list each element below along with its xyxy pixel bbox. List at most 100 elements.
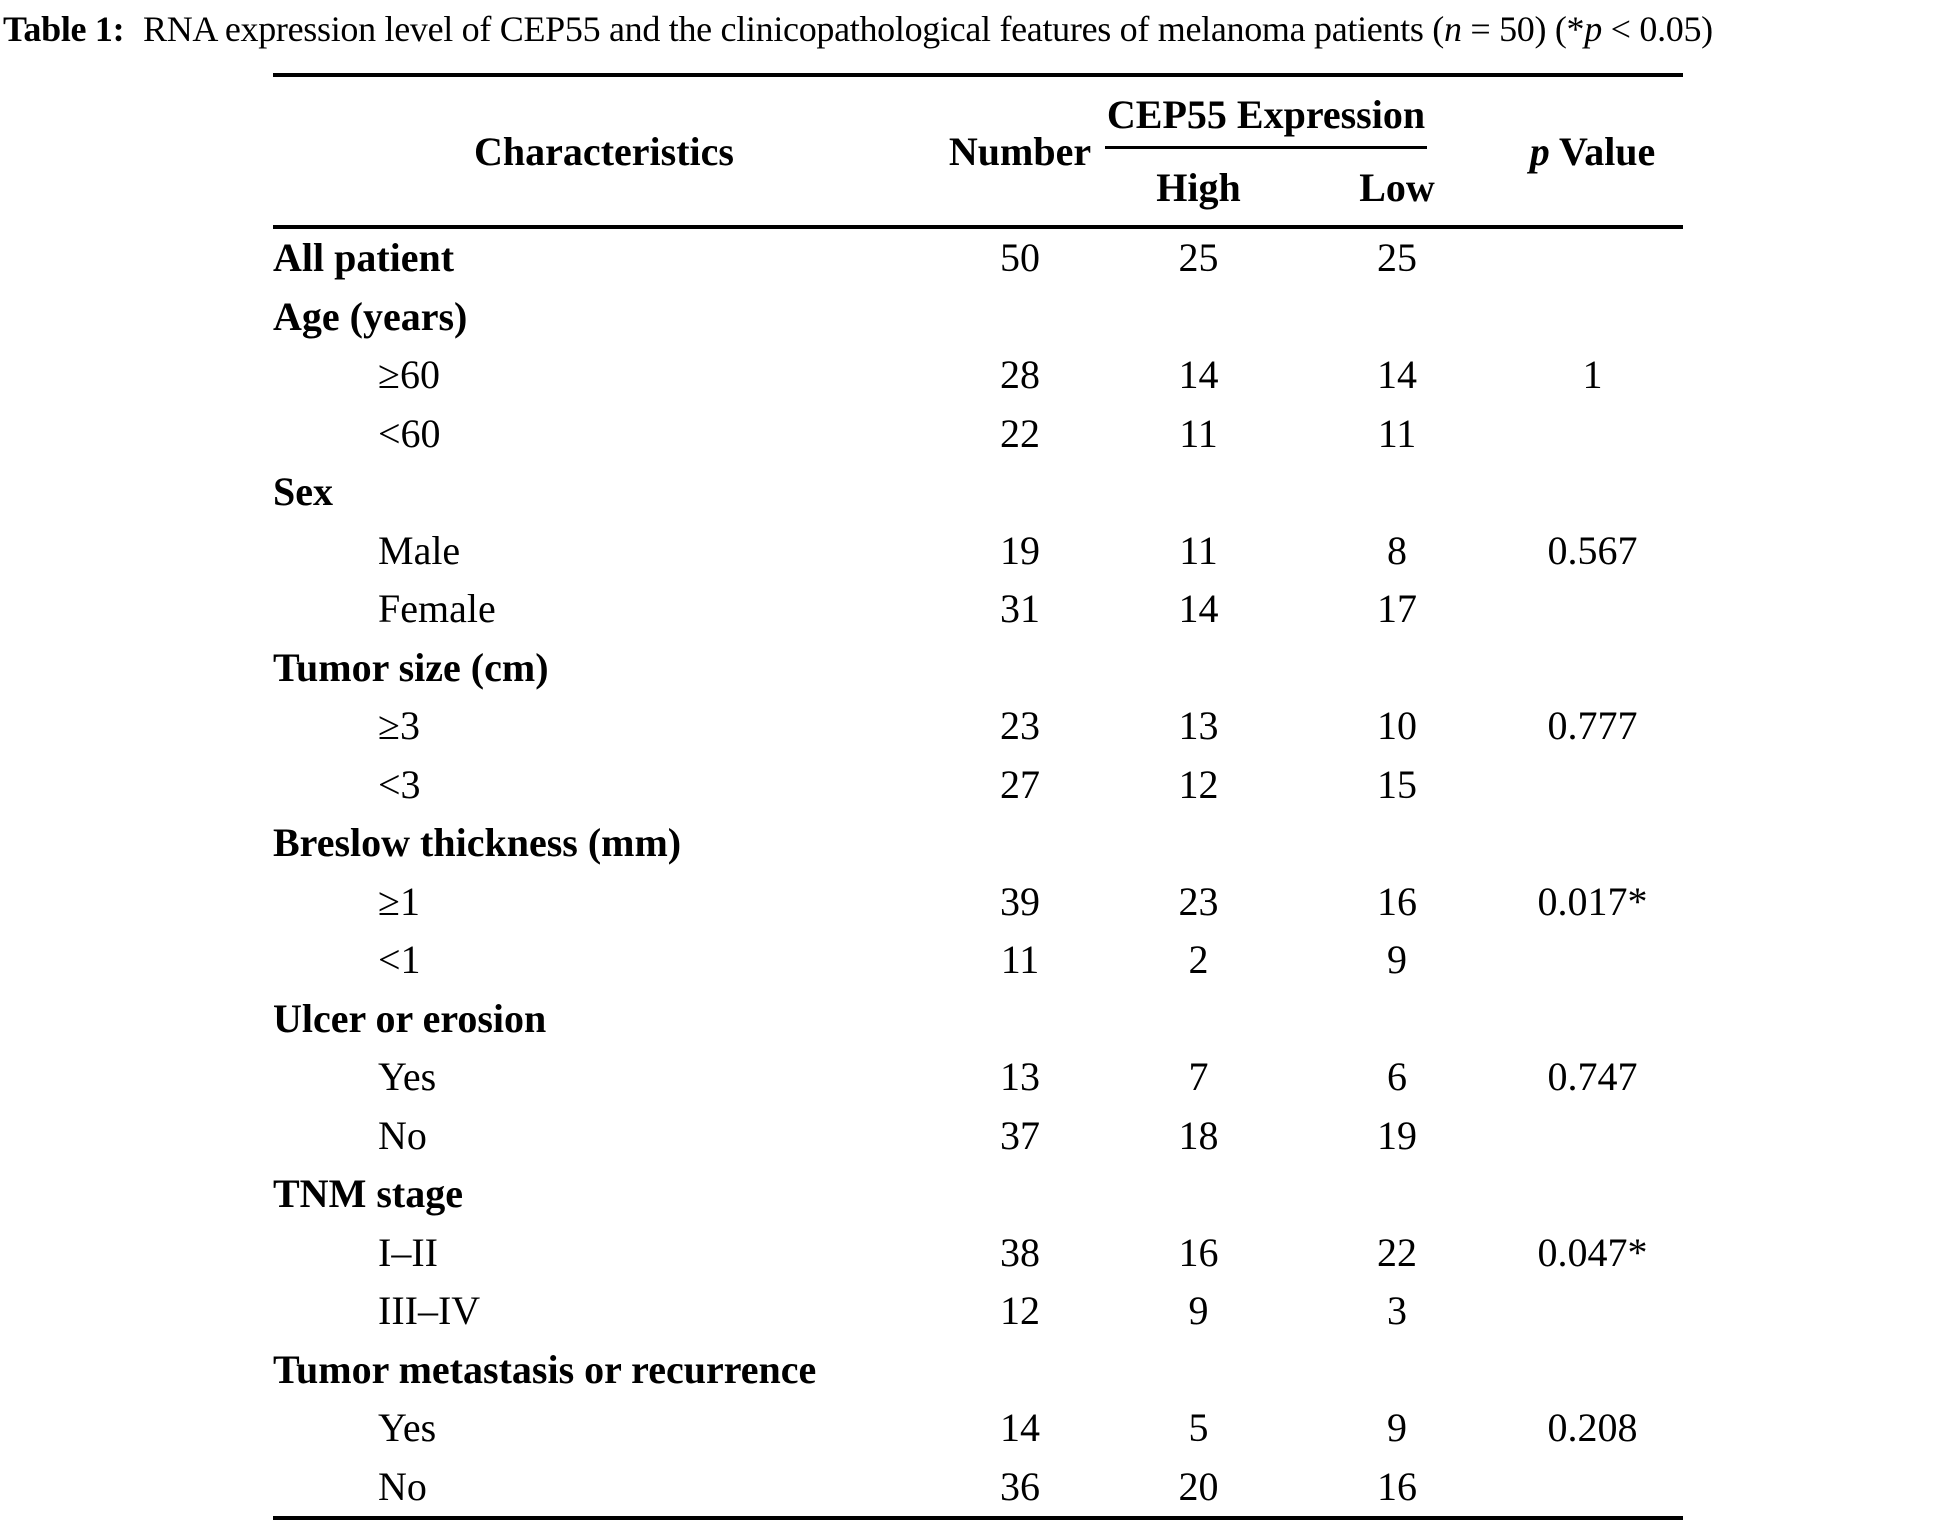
low-cell: 10 — [1377, 703, 1417, 749]
high-header: High — [1156, 164, 1241, 210]
p-value-cell — [1502, 288, 1683, 347]
low-cell: 3 — [1387, 1288, 1407, 1334]
p-value-cell: 0.777 — [1547, 703, 1638, 749]
number-cell: 12 — [1000, 1288, 1040, 1334]
p-value-cell: 0.208 — [1547, 1405, 1638, 1451]
low-cell — [1292, 1165, 1502, 1224]
p-value-cell — [1502, 1282, 1683, 1341]
low-cell — [1292, 990, 1502, 1049]
high-cell: 7 — [1188, 1054, 1209, 1100]
cep55-expression-header: CEP55 Expression — [1105, 75, 1502, 149]
high-cell: 13 — [1178, 703, 1219, 749]
high-cell — [1105, 814, 1292, 873]
row-label-cell: Age (years) — [273, 293, 468, 339]
row-label-cell: <1 — [378, 937, 421, 983]
row-label-cell: Ulcer or erosion — [273, 995, 547, 1041]
data-row: ≥3 23 13 10 0.777 — [273, 697, 1683, 756]
low-cell: 25 — [1377, 235, 1417, 281]
low-cell: 8 — [1387, 527, 1407, 573]
row-label-cell: TNM stage — [273, 1171, 463, 1217]
high-cell: 9 — [1188, 1288, 1209, 1334]
row-label-cell: Yes — [378, 1054, 437, 1100]
caption-part: < 0.05) — [1601, 9, 1714, 49]
number-cell: 11 — [1000, 937, 1040, 983]
data-row: I–II 38 16 22 0.047* — [273, 1224, 1683, 1283]
section-row: TNM stage — [273, 1165, 1683, 1224]
p-value-cell — [1502, 639, 1683, 698]
row-label-cell: Female — [378, 586, 496, 632]
high-cell: 2 — [1188, 937, 1209, 983]
number-cell: 22 — [1000, 410, 1040, 456]
high-cell — [1105, 639, 1292, 698]
low-cell: 16 — [1377, 1463, 1417, 1509]
p-value-cell: 0.017* — [1537, 878, 1648, 924]
data-row: No 36 20 16 — [273, 1458, 1683, 1519]
table-header: Characteristics Number CEP55 Expression … — [273, 75, 1684, 227]
number-cell: 23 — [1000, 703, 1040, 749]
number-cell — [935, 1165, 1105, 1224]
data-row: ≥1 39 23 16 0.017* — [273, 873, 1683, 932]
low-header: Low — [1359, 164, 1435, 210]
high-cell: 14 — [1178, 352, 1219, 398]
high-cell: 25 — [1178, 235, 1219, 281]
number-cell: 28 — [1000, 352, 1040, 398]
number-cell: 36 — [1000, 1463, 1040, 1509]
low-cell: 6 — [1387, 1054, 1407, 1100]
p-value-header: p Value — [1502, 75, 1683, 227]
characteristics-header: Characteristics — [474, 128, 734, 174]
number-cell: 14 — [1000, 1405, 1040, 1451]
p-value-cell — [1502, 405, 1683, 464]
cep55-expression-label: CEP55 Expression — [1105, 91, 1428, 149]
p-value-cell — [1502, 814, 1683, 873]
high-cell — [1105, 990, 1292, 1049]
high-cell: 20 — [1178, 1463, 1219, 1509]
p-value-header-rest: Value — [1549, 128, 1656, 174]
high-cell: 11 — [1179, 527, 1218, 573]
low-cell: 22 — [1377, 1229, 1417, 1275]
row-label-cell: Breslow thickness (mm) — [273, 820, 682, 866]
low-cell: 9 — [1387, 937, 1407, 983]
p-value-cell — [1502, 1341, 1683, 1400]
number-cell: 39 — [1000, 878, 1040, 924]
number-cell: 37 — [1000, 1112, 1040, 1158]
p-value-cell: 1 — [1582, 352, 1603, 398]
number-cell — [935, 1341, 1105, 1400]
caption-part: Table 1: — [3, 9, 125, 49]
number-header: Number — [948, 128, 1092, 174]
caption-part: = 50) (* — [1461, 9, 1585, 49]
row-label-cell: All patient — [273, 235, 455, 281]
section-row: Sex — [273, 463, 1683, 522]
number-cell — [935, 288, 1105, 347]
low-cell: 16 — [1377, 878, 1417, 924]
row-label-cell: Yes — [378, 1405, 437, 1451]
data-row: <1 11 2 9 — [273, 931, 1683, 990]
data-row: <3 27 12 15 — [273, 756, 1683, 815]
high-cell — [1105, 288, 1292, 347]
low-cell: 15 — [1377, 761, 1417, 807]
data-row: III–IV 12 9 3 — [273, 1282, 1683, 1341]
data-row: Female 31 14 17 — [273, 580, 1683, 639]
number-cell: 19 — [1000, 527, 1040, 573]
high-cell: 18 — [1178, 1112, 1219, 1158]
high-cell — [1105, 1165, 1292, 1224]
data-row: ≥60 28 14 14 1 — [273, 346, 1683, 405]
number-cell — [935, 990, 1105, 1049]
number-cell: 50 — [1000, 235, 1040, 281]
p-value-header-italic: p — [1529, 128, 1550, 174]
caption-part: p — [1584, 9, 1602, 49]
section-row: Age (years) — [273, 288, 1683, 347]
section-row: Tumor size (cm) — [273, 639, 1683, 698]
number-cell: 13 — [1000, 1054, 1040, 1100]
p-value-cell — [1502, 990, 1683, 1049]
p-value-cell — [1502, 931, 1683, 990]
data-row: No 37 18 19 — [273, 1107, 1683, 1166]
p-value-cell: 0.567 — [1547, 527, 1638, 573]
p-value-cell: 0.047* — [1537, 1229, 1648, 1275]
section-row: Tumor metastasis or recurrence — [273, 1341, 1683, 1400]
low-cell: 19 — [1377, 1112, 1417, 1158]
caption-part: RNA expression level of CEP55 and the cl… — [134, 9, 1444, 49]
p-value-cell — [1502, 1165, 1683, 1224]
p-value-cell — [1502, 227, 1683, 288]
section-row: All patient 50 25 25 — [273, 227, 1683, 288]
high-cell: 23 — [1178, 878, 1219, 924]
